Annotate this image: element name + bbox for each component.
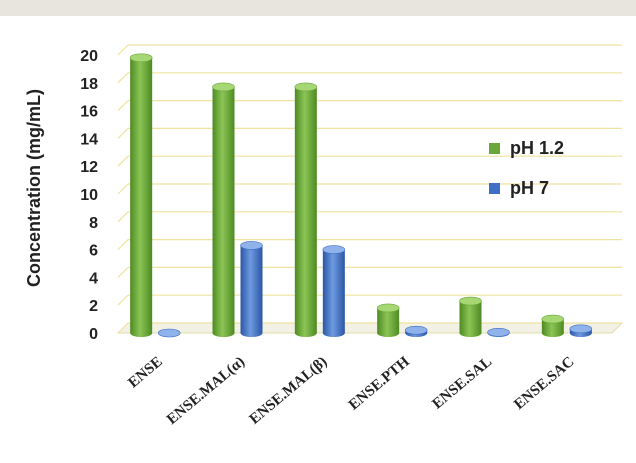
gridline-side: [117, 155, 129, 167]
bar-ph-7: [404, 325, 428, 337]
y-tick-label: 16: [80, 104, 98, 121]
x-category-label: ENSE: [125, 354, 165, 391]
y-tick-label: 14: [80, 131, 98, 148]
gridline-side: [117, 294, 129, 306]
bar-body: [294, 86, 317, 333]
top-band: [0, 0, 636, 16]
bar-top: [129, 53, 153, 63]
bar-ph-7: [157, 328, 181, 338]
bar-base: [377, 329, 400, 337]
gridline-side: [117, 266, 129, 278]
bar-top: [157, 328, 181, 338]
gridline-side: [117, 72, 129, 84]
y-tick-label: 4: [89, 270, 98, 287]
y-tick-label: 8: [89, 215, 98, 232]
bar-ph-7: [240, 241, 263, 337]
y-tick-label: 2: [89, 298, 98, 315]
bar-top: [487, 328, 510, 337]
legend-swatch: [489, 143, 500, 154]
y-tick-label: 18: [80, 76, 98, 93]
gridline-side: [117, 127, 129, 139]
legend-label: pH 7: [510, 178, 549, 198]
bar-base: [459, 329, 482, 337]
x-category-label: ENSE.SAL: [430, 354, 496, 413]
bar-ph-1-2: [541, 314, 565, 337]
bar-body: [459, 301, 482, 333]
bar-top: [569, 324, 593, 334]
bar-base: [294, 329, 317, 337]
x-category-label: ENSE.SAC: [511, 354, 577, 413]
gridline-side: [117, 322, 129, 334]
bar-base: [240, 329, 263, 337]
bar-ph-1-2: [129, 53, 153, 337]
gridline-side: [117, 44, 129, 56]
bar-top: [294, 82, 318, 92]
bar-top: [404, 325, 428, 335]
y-tick-label: 20: [80, 48, 98, 65]
y-tick-label: 10: [80, 187, 98, 204]
gridline-side: [117, 100, 129, 112]
y-tick-label: 12: [80, 159, 98, 176]
bar-top: [541, 314, 565, 324]
bar-top: [376, 303, 400, 313]
bar-ph-7: [322, 245, 346, 337]
bar-ph-1-2: [212, 82, 235, 337]
y-axis-title: Concentration (mg/mL): [24, 89, 44, 287]
bar-top: [322, 245, 346, 254]
gridline-side: [117, 211, 129, 223]
bar-ph-1-2: [376, 303, 400, 337]
x-category-label: ENSE.MAL(α): [164, 354, 248, 428]
bar-base: [212, 329, 235, 337]
gridline-side: [117, 183, 129, 195]
legend-swatch: [489, 183, 500, 194]
bar-body: [377, 307, 400, 333]
bar-body: [130, 57, 153, 333]
bar-top: [212, 82, 235, 92]
bar-top: [459, 296, 482, 306]
gridline-side: [117, 239, 129, 251]
bar-body: [322, 249, 345, 333]
x-category-label: ENSE.MAL(β): [247, 354, 331, 428]
bar-body: [240, 245, 263, 333]
bar-ph-1-2: [459, 296, 482, 337]
bar-base: [541, 329, 564, 337]
y-tick-label: 6: [89, 243, 98, 260]
bar-ph-1-2: [294, 82, 318, 337]
bar-top: [240, 241, 263, 250]
bar-base: [322, 329, 345, 337]
bar-ph-7: [487, 328, 510, 337]
bar-ph-7: [569, 324, 593, 337]
x-category-label: ENSE.PTH: [346, 354, 413, 414]
bar-body: [212, 86, 235, 333]
legend-label: pH 1.2: [510, 138, 564, 158]
y-tick-label: 0: [89, 326, 98, 343]
bar-base: [130, 329, 153, 337]
